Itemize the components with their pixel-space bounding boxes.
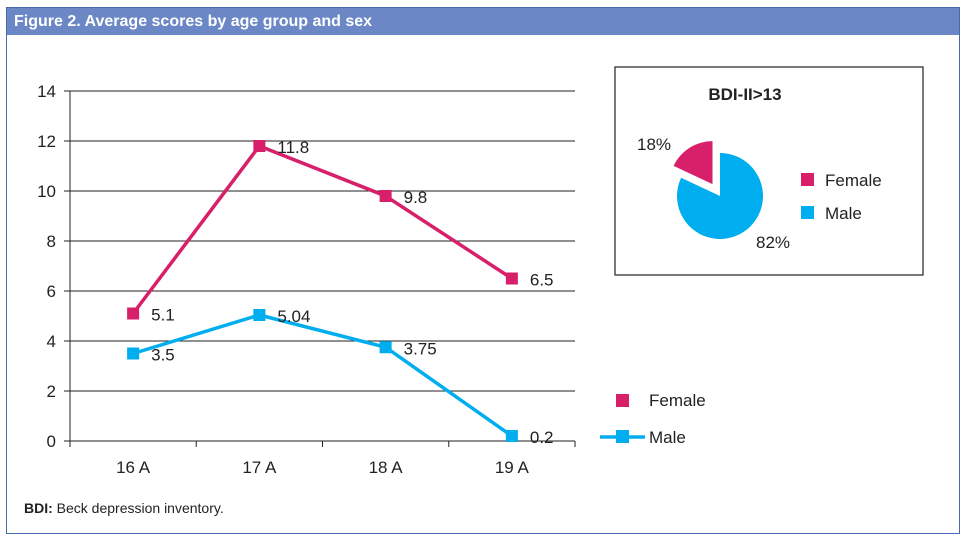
pie-slice-female — [673, 141, 713, 185]
y-tick-label: 8 — [47, 232, 56, 251]
x-tick-label: 19 A — [495, 458, 530, 477]
data-label: 5.04 — [277, 307, 310, 326]
legend-marker-male — [616, 430, 629, 443]
footnote: BDI: Beck depression inventory. — [24, 500, 224, 516]
pie-legend-label: Male — [825, 204, 862, 223]
data-point — [505, 272, 518, 285]
data-point — [127, 347, 140, 360]
data-point — [253, 140, 266, 152]
data-point — [505, 430, 518, 442]
data-label: 3.5 — [151, 346, 175, 365]
data-point — [127, 307, 140, 320]
data-label: 9.8 — [404, 188, 428, 207]
x-tick-label: 18 A — [369, 458, 404, 477]
y-tick-label: 12 — [37, 132, 56, 151]
y-tick-label: 0 — [47, 432, 56, 451]
x-tick-label: 16 A — [116, 458, 151, 477]
series-line-female — [131, 143, 513, 315]
y-tick-label: 4 — [47, 332, 56, 351]
legend-label-male: Male — [649, 428, 686, 447]
pie-legend-marker — [801, 206, 814, 219]
pie-title: BDI-II>13 — [708, 85, 781, 104]
y-tick-label: 2 — [47, 382, 56, 401]
pie-legend-label: Female — [825, 171, 882, 190]
data-label: 0.2 — [530, 428, 554, 447]
y-tick-label: 10 — [37, 182, 56, 201]
series-line-male — [132, 313, 513, 438]
y-tick-label: 14 — [37, 82, 56, 101]
pie-slice-male — [677, 153, 764, 240]
pie-box — [614, 66, 924, 276]
pie-legend-marker — [801, 173, 814, 186]
data-label: 5.1 — [151, 306, 175, 325]
data-label: 11.8 — [277, 138, 309, 157]
legend-label-female: Female — [649, 391, 706, 410]
data-label: 6.5 — [530, 271, 554, 290]
data-label: 3.75 — [404, 339, 437, 358]
data-point — [379, 190, 392, 202]
pie-label-male: 82% — [756, 233, 790, 252]
y-tick-label: 6 — [47, 282, 56, 301]
figure-title: Figure 2. Average scores by age group an… — [7, 8, 959, 35]
footnote-abbr: BDI: — [24, 500, 53, 516]
figure-frame: Figure 2. Average scores by age group an… — [6, 7, 960, 534]
data-point — [379, 341, 392, 354]
x-tick-label: 17 A — [242, 458, 277, 477]
legend-marker-female — [616, 394, 629, 407]
footnote-text: Beck depression inventory. — [52, 500, 224, 516]
data-point — [253, 309, 266, 321]
pie-label-female: 18% — [637, 135, 671, 154]
